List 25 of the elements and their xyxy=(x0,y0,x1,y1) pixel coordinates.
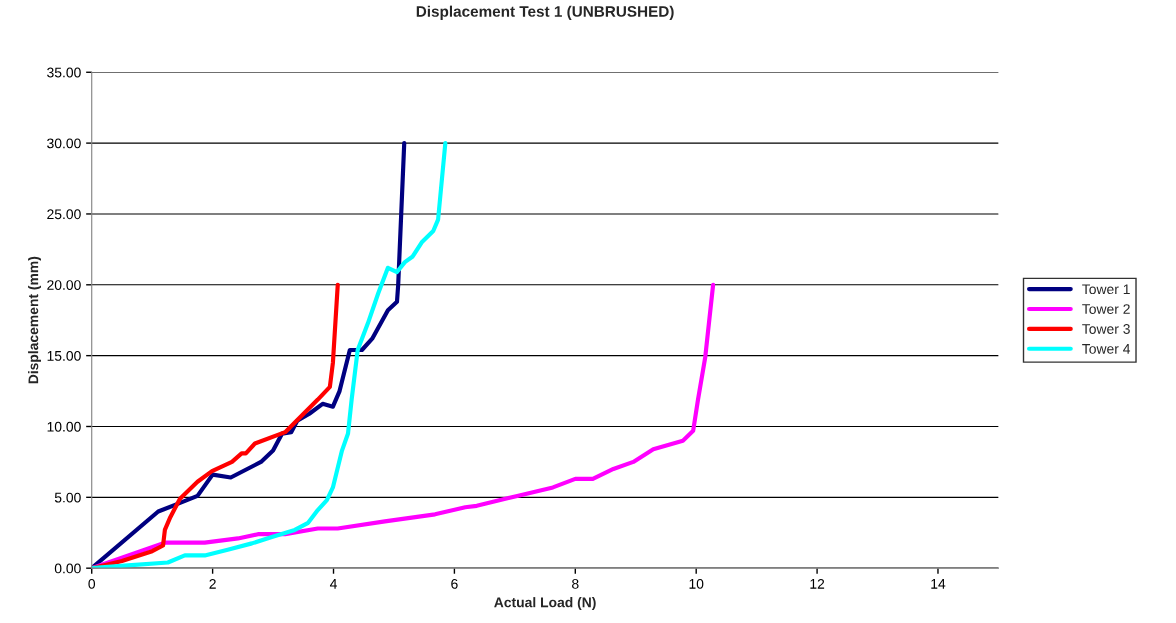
x-tick-label: 10 xyxy=(689,578,704,589)
y-tick-label: 20.00 xyxy=(47,280,81,290)
legend-label: Tower 1 xyxy=(1082,284,1130,295)
line-series xyxy=(91,282,340,569)
legend-label: Tower 3 xyxy=(1082,324,1130,334)
y-tick-label: 10.00 xyxy=(47,421,81,432)
y-tick-label: 30.00 xyxy=(47,138,81,149)
x-tick-label: 0 xyxy=(88,578,96,589)
y-tick-label: 0.00 xyxy=(54,563,81,574)
chart-title: Displacement Test 1 (UNBRUSHED) xyxy=(416,5,674,20)
y-tick-label: 15.00 xyxy=(47,350,81,361)
x-tick-label: 12 xyxy=(810,578,825,589)
y-axis-title: Displacement (mm) xyxy=(28,256,41,384)
x-tick-label: 4 xyxy=(329,579,337,589)
x-tick-label: 2 xyxy=(209,578,216,589)
legend-label: Tower 4 xyxy=(1082,344,1131,354)
x-tick-label: 8 xyxy=(572,578,579,589)
x-tick-label: 14 xyxy=(931,579,946,589)
y-tick-label: 25.00 xyxy=(47,209,81,220)
line-series xyxy=(91,282,716,569)
x-tick-label: 6 xyxy=(451,578,458,589)
y-tick-label: 35.00 xyxy=(47,67,81,78)
x-axis-title: Actual Load (N) xyxy=(494,597,596,611)
legend-label: Tower 2 xyxy=(1082,304,1130,314)
y-tick-label: 5.00 xyxy=(54,492,81,503)
